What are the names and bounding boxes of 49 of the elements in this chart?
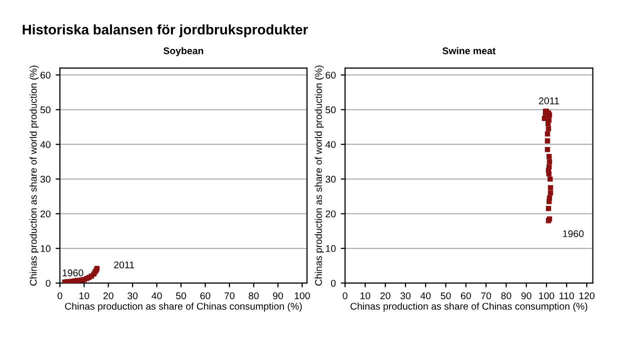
y-tick-label: 60 xyxy=(40,72,50,79)
y-tick-label: 0 xyxy=(331,280,336,287)
x-tick-label: 60 xyxy=(200,292,210,300)
y-tick-label: 20 xyxy=(326,210,336,218)
x-tick-label: 20 xyxy=(103,292,114,300)
y-tick-label: 50 xyxy=(326,106,336,114)
annotation: 1960 xyxy=(563,230,584,238)
x-tick-label: 60 xyxy=(461,292,471,300)
x-tick-label: 100 xyxy=(294,292,310,300)
x-tick-label: 90 xyxy=(272,292,283,300)
y-tick-label: 50 xyxy=(40,106,50,114)
x-tick-label: 110 xyxy=(560,292,574,300)
y-tick-label: 10 xyxy=(326,245,336,252)
x-tick-label: 10 xyxy=(79,292,90,300)
x-axis-title: Chinas production as share of Chinas consumption (%) xyxy=(65,302,302,312)
y-tick-label: 40 xyxy=(325,141,336,148)
text: Historiska balansen för jordbruksprodukter xyxy=(22,24,308,38)
x-tick-label: 70 xyxy=(481,292,492,300)
x-tick-label: 120 xyxy=(579,292,594,300)
annotation: 2011 xyxy=(539,97,559,104)
x-tick-label: 50 xyxy=(440,292,451,300)
y-axis-title: Chinas production as share of world production (%) xyxy=(30,66,39,286)
y-tick-label: 20 xyxy=(40,210,50,218)
chart-title: Swine meat xyxy=(442,47,496,54)
x-tick-label: 0 xyxy=(58,292,62,300)
x-tick-label: 80 xyxy=(248,292,259,300)
x-tick-label: 40 xyxy=(152,292,162,300)
x-axis-title: Chinas production as share of Chinas consumption (%) xyxy=(350,302,588,312)
x-tick-label: 10 xyxy=(360,292,370,300)
x-tick-label: 100 xyxy=(539,292,554,300)
y-tick-label: 0 xyxy=(46,280,50,287)
annotation: 2011 xyxy=(114,261,134,268)
y-tick-label: 30 xyxy=(40,176,50,183)
x-tick-label: 40 xyxy=(420,292,431,300)
y-tick-label: 10 xyxy=(40,245,50,252)
x-tick-label: 70 xyxy=(224,292,235,300)
x-tick-label: 80 xyxy=(501,292,512,300)
x-tick-label: 20 xyxy=(380,292,390,300)
annotation: 1960 xyxy=(62,269,84,276)
x-tick-label: 90 xyxy=(521,292,532,300)
chart-title: Soybean xyxy=(163,47,204,56)
x-tick-label: 30 xyxy=(400,292,411,300)
x-tick-label: 50 xyxy=(176,292,186,300)
y-tick-label: 60 xyxy=(326,72,336,79)
x-tick-label: 30 xyxy=(128,292,138,300)
y-axis-title: Chinas production as share of world production (%) xyxy=(314,66,324,286)
y-tick-label: 40 xyxy=(40,141,50,148)
x-tick-label: 0 xyxy=(342,292,348,300)
y-tick-label: 30 xyxy=(326,176,336,183)
